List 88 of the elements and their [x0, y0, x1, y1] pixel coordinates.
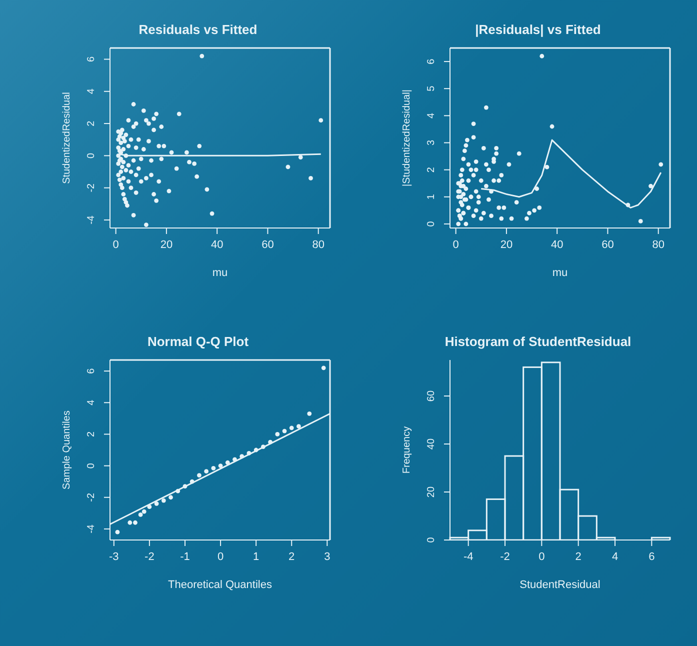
- y-tick-label: 2: [426, 166, 437, 173]
- y-tick-label: 4: [86, 399, 97, 406]
- x-tick-label: 0: [452, 239, 459, 251]
- y-axis-title: Sample Quantiles: [62, 410, 73, 490]
- point: [289, 426, 294, 430]
- x-axis-title: StudentResidual: [520, 579, 600, 591]
- point: [260, 444, 266, 450]
- x-tick-label: 0: [112, 239, 119, 251]
- point: [147, 504, 152, 510]
- point: [154, 501, 159, 506]
- y-tick-label: 60: [426, 390, 437, 402]
- x-axis-title: mu: [552, 267, 568, 279]
- x-tick-label: 2: [575, 551, 582, 563]
- y-tick-label: -4: [86, 215, 97, 224]
- y-tick-label: -2: [86, 492, 97, 502]
- point: [296, 424, 301, 429]
- y-tick-label: 2: [86, 120, 97, 126]
- point: [225, 460, 230, 465]
- point: [133, 520, 138, 525]
- x-tick-label: 6: [648, 551, 655, 563]
- x-tick-label: -2: [144, 551, 154, 563]
- x-tick-label: 60: [262, 239, 274, 251]
- x-tick-label: 1: [253, 551, 260, 563]
- y-tick-label: 6: [86, 56, 97, 62]
- y-axis-title: Frequency: [402, 426, 413, 474]
- point: [138, 512, 143, 517]
- x-tick-label: 3: [324, 551, 330, 563]
- x-tick-label: 4: [612, 551, 618, 563]
- chart-title: Normal Q-Q Plot: [146, 334, 250, 349]
- y-tick-label: 4: [86, 88, 97, 94]
- point: [197, 473, 202, 478]
- point: [211, 466, 216, 470]
- x-axis-title: mu: [212, 267, 228, 279]
- point: [115, 530, 120, 534]
- point: [142, 509, 146, 514]
- x-tick-label: -2: [500, 551, 510, 563]
- point: [240, 454, 244, 459]
- point: [275, 432, 280, 436]
- x-axis-title: Theoretical Quantiles: [168, 579, 272, 591]
- point: [254, 448, 258, 452]
- point: [218, 464, 223, 468]
- y-tick-label: 0: [426, 220, 437, 227]
- chart-title: Residuals vs Fitted: [138, 22, 258, 37]
- point: [268, 440, 272, 444]
- y-tick-label: 6: [86, 368, 97, 374]
- x-tick-label: 0: [217, 551, 224, 563]
- y-tick-label: 2: [86, 430, 97, 437]
- y-tick-label: 3: [426, 140, 437, 146]
- point: [190, 479, 194, 484]
- x-tick-label: -1: [180, 551, 190, 563]
- point: [204, 469, 209, 474]
- x-tick-label: 40: [210, 239, 224, 251]
- y-axis-title: |StudentizedResidual|: [402, 90, 413, 186]
- y-tick-label: 20: [426, 486, 437, 498]
- x-tick-label: 80: [312, 239, 324, 251]
- y-tick-label: 40: [426, 438, 437, 450]
- point: [168, 495, 173, 500]
- y-tick-label: 4: [426, 112, 437, 118]
- y-tick-label: 0: [86, 462, 97, 469]
- y-tick-label: 5: [426, 85, 437, 92]
- y-axis-title: StudentizedResidual: [62, 92, 73, 184]
- y-tick-label: 0: [86, 152, 97, 158]
- chart-title: |Residuals| vs Fitted: [474, 22, 602, 37]
- point: [182, 484, 188, 489]
- y-tick-label: 6: [426, 58, 437, 64]
- point: [321, 366, 326, 370]
- y-tick-label: -2: [86, 182, 97, 192]
- line-series: [480, 139, 662, 208]
- point: [307, 411, 312, 416]
- point: [128, 520, 132, 525]
- chart-title: Histogram of StudentResidual: [444, 334, 632, 349]
- x-tick-label: 20: [160, 239, 173, 251]
- point: [246, 450, 252, 456]
- x-tick-label: 2: [288, 551, 295, 563]
- x-tick-label: -3: [109, 551, 119, 563]
- y-tick-label: 0: [426, 536, 437, 543]
- point: [176, 488, 180, 494]
- x-tick-label: 40: [550, 239, 564, 251]
- point: [161, 498, 166, 503]
- y-tick-label: -4: [86, 524, 97, 534]
- point: [232, 457, 237, 462]
- point: [282, 428, 287, 434]
- x-tick-label: 80: [652, 239, 664, 251]
- y-tick-label: 1: [426, 194, 437, 200]
- x-tick-label: 60: [602, 239, 614, 251]
- x-tick-label: 20: [500, 239, 513, 251]
- x-tick-label: -4: [463, 551, 474, 563]
- x-tick-label: 0: [538, 551, 545, 563]
